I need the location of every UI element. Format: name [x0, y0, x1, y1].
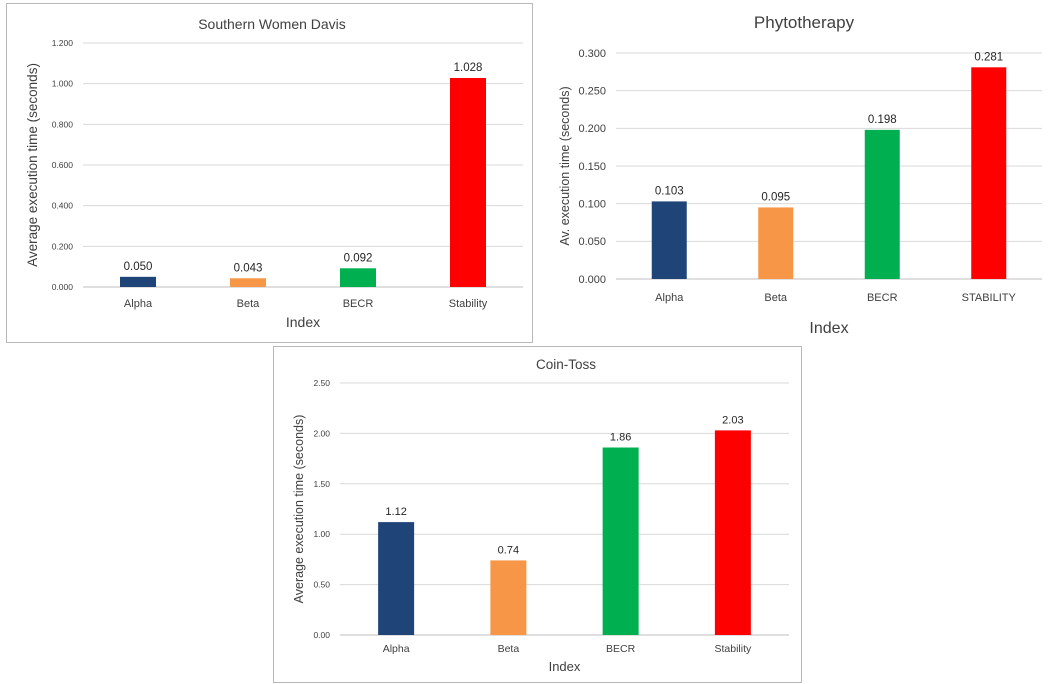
- bar: [714, 430, 751, 635]
- chart-coin-toss: 0.00 0.50 1.00 1.50 2.00 2.50 1.12 Alpha 0.74 Bet…: [273, 346, 802, 683]
- bar-value-label: 0.281: [974, 51, 1003, 63]
- x-tick-label: Alpha: [383, 643, 410, 655]
- y-tick-label: 0.050: [578, 236, 606, 248]
- bar: [450, 77, 486, 288]
- y-tick-label: 1.000: [52, 79, 74, 89]
- y-tick-label: 2.00: [313, 428, 330, 438]
- bar: [490, 560, 527, 635]
- x-tick-label: Beta: [237, 298, 261, 310]
- y-axis-label: Av. execution time (seconds): [558, 86, 572, 245]
- x-tick-label: Beta: [764, 292, 788, 304]
- bar-value-label: 1.12: [385, 506, 406, 518]
- x-axis-label: Index: [286, 314, 320, 330]
- bar-value-label: 1.86: [610, 432, 631, 444]
- chart-southern-svg: 0.000 0.200 0.400 0.600 0.800 1.000 1.200 0.050…: [25, 16, 523, 330]
- x-tick-label: Alpha: [655, 292, 684, 304]
- bar-value-label: 0.103: [655, 185, 684, 197]
- bar: [651, 201, 687, 279]
- x-tick-label: BECR: [343, 298, 374, 310]
- x-tick-label: BECR: [867, 292, 898, 304]
- y-axis-label: Average execution time (seconds): [292, 415, 306, 604]
- bar-value-label: 0.092: [344, 252, 373, 264]
- bar: [758, 207, 794, 279]
- bar-value-label: 1.028: [454, 62, 483, 74]
- bar: [864, 129, 900, 279]
- x-tick-label: STABILITY: [962, 292, 1017, 304]
- chart-phytotherapy-svg: 0.000 0.050 0.100 0.150 0.200 0.250 0.300 0.103…: [558, 13, 1042, 337]
- y-tick-label: 0.800: [52, 119, 74, 129]
- bar: [378, 522, 415, 635]
- y-tick-label: 0.200: [578, 123, 606, 135]
- y-tick-label: 1.50: [313, 479, 330, 489]
- bar: [971, 67, 1007, 280]
- chart-phytotherapy: 0.000 0.050 0.100 0.150 0.200 0.250 0.300 0.103…: [536, 3, 1057, 343]
- y-tick-label: 1.200: [52, 38, 74, 48]
- y-tick-label: 0.000: [578, 274, 606, 286]
- y-axis-label: Average execution time (seconds): [25, 63, 40, 267]
- bar: [602, 447, 639, 635]
- chart-southern-women-davis: 0.000 0.200 0.400 0.600 0.800 1.000 1.200 0.050…: [6, 3, 533, 343]
- y-tick-label: 0.00: [313, 630, 330, 640]
- y-tick-label: 0.400: [52, 201, 74, 211]
- bar-value-label: 0.198: [868, 114, 897, 126]
- x-tick-label: BECR: [606, 643, 636, 655]
- bar-value-label: 0.050: [124, 261, 153, 273]
- y-tick-label: 0.50: [313, 580, 330, 590]
- y-tick-label: 1.00: [313, 529, 330, 539]
- y-tick-label: 0.150: [578, 161, 606, 173]
- x-tick-label: Stability: [449, 298, 488, 310]
- y-tick-label: 0.000: [52, 282, 74, 292]
- x-tick-label: Alpha: [124, 298, 153, 310]
- bar-value-label: 0.043: [234, 262, 263, 274]
- bar-value-label: 0.74: [498, 544, 519, 556]
- x-tick-label: Beta: [498, 643, 520, 655]
- y-tick-label: 0.200: [52, 241, 74, 251]
- x-tick-label: Stability: [714, 643, 752, 655]
- chart-coin-toss-svg: 0.00 0.50 1.00 1.50 2.00 2.50 1.12 Alpha 0.74 Bet…: [292, 357, 789, 674]
- bar: [340, 268, 376, 287]
- y-tick-label: 0.300: [578, 48, 606, 60]
- chart-title: Coin-Toss: [536, 357, 596, 372]
- bar-value-label: 2.03: [722, 414, 743, 426]
- x-axis-label: Index: [809, 320, 848, 337]
- y-tick-label: 2.50: [313, 378, 330, 388]
- y-tick-label: 0.100: [578, 199, 606, 211]
- y-tick-label: 0.600: [52, 160, 74, 170]
- chart-title: Phytotherapy: [754, 13, 855, 32]
- bar-value-label: 0.095: [761, 191, 790, 203]
- bar: [120, 276, 156, 287]
- bar: [230, 278, 266, 287]
- y-tick-label: 0.250: [578, 86, 606, 98]
- chart-title: Southern Women Davis: [198, 16, 346, 32]
- x-axis-label: Index: [549, 659, 581, 674]
